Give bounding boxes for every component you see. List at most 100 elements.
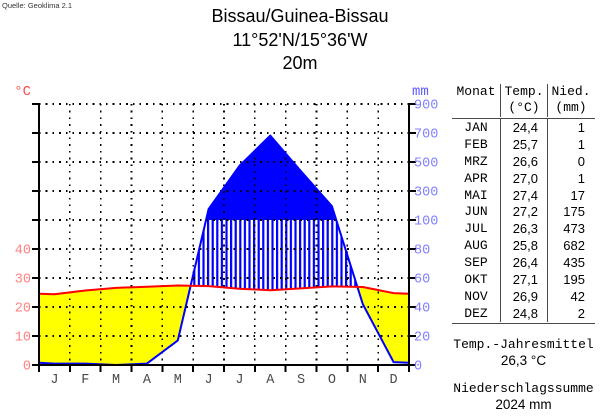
svg-text:D: D bbox=[390, 373, 398, 388]
precip-summary-label: Niederschlagssumme bbox=[453, 380, 594, 396]
prec-cell: 435 bbox=[547, 254, 594, 272]
table-header: Monat Temp. (°C) Nied. (mm) bbox=[452, 84, 595, 117]
header-prec: Nied. (mm) bbox=[547, 84, 594, 117]
station-elevation: 20m bbox=[282, 53, 318, 73]
month-cell: FEB bbox=[464, 136, 488, 152]
right-axis-unit: mm bbox=[412, 84, 429, 100]
prec-cell: 1 bbox=[547, 135, 594, 153]
header-temp-unit: (°C) bbox=[508, 100, 540, 115]
precip-summary: Niederschlagssumme 2024 mm bbox=[452, 381, 595, 412]
svg-text:700: 700 bbox=[414, 128, 438, 143]
svg-text:80: 80 bbox=[414, 244, 430, 259]
temp-cell: 26,3 bbox=[500, 220, 547, 238]
table-header-divider bbox=[452, 118, 595, 119]
svg-text:J: J bbox=[235, 373, 243, 388]
svg-text:0: 0 bbox=[414, 360, 422, 375]
prec-cell: 473 bbox=[547, 220, 594, 238]
svg-text:F: F bbox=[81, 373, 89, 388]
svg-text:S: S bbox=[297, 373, 305, 388]
svg-text:900: 900 bbox=[414, 99, 438, 114]
right-axis-labels: 0 20 40 60 80 100 300 500 700 900 bbox=[414, 99, 438, 375]
table-row: JAN 24,4 1 bbox=[452, 119, 595, 136]
station-coordinates: 11°52'N/15°36'W bbox=[232, 29, 368, 50]
table-row: JUL 26,3 473 bbox=[452, 220, 595, 238]
precip-summary-value: 2024 mm bbox=[495, 396, 552, 412]
prec-cell: 42 bbox=[547, 287, 594, 305]
header-prec-unit: (mm) bbox=[555, 100, 587, 115]
svg-text:20: 20 bbox=[414, 331, 430, 346]
wet-season-solid-area bbox=[191, 135, 357, 220]
station-name: Bissau/Guinea-Bissau bbox=[211, 6, 389, 26]
svg-text:300: 300 bbox=[414, 186, 438, 201]
temp-cell: 25,8 bbox=[500, 237, 547, 255]
climate-table: Monat Temp. (°C) Nied. (mm) JAN 24,4 1 FEB 2… bbox=[452, 84, 595, 412]
left-axis-labels: 0 10 20 30 40 bbox=[15, 244, 31, 375]
table-row: DEZ 24,8 2 bbox=[452, 304, 595, 322]
grid-dotted bbox=[39, 103, 409, 365]
month-cell: DEZ bbox=[464, 305, 488, 321]
temp-summary: Temp.-Jahresmittel 26,3 °C bbox=[452, 337, 595, 368]
temp-curve bbox=[38, 284, 410, 296]
month-cell: MRZ bbox=[464, 153, 488, 169]
svg-text:500: 500 bbox=[414, 157, 438, 172]
svg-text:60: 60 bbox=[414, 273, 430, 288]
title-block: Bissau/Guinea-Bissau 11°52'N/15°36'W 20m bbox=[100, 5, 500, 76]
svg-text:30: 30 bbox=[15, 273, 31, 288]
table-row: AUG 25,8 682 bbox=[452, 237, 595, 255]
svg-text:M: M bbox=[174, 373, 182, 388]
svg-text:O: O bbox=[328, 373, 336, 388]
svg-text:A: A bbox=[143, 373, 152, 388]
header-temp: Temp. (°C) bbox=[500, 84, 547, 117]
climate-table-body: JAN 24,4 1 FEB 25,7 1 MRZ 26,6 0 APR 27,0 1 MAI 27,4 1… bbox=[452, 119, 595, 322]
table-row: NOV 26,9 42 bbox=[452, 287, 595, 305]
prec-cell: 682 bbox=[547, 237, 594, 255]
table-row: MAI 27,4 17 bbox=[452, 186, 595, 204]
svg-text:0: 0 bbox=[23, 360, 31, 375]
temp-cell: 27,2 bbox=[500, 203, 547, 221]
prec-cell: 2 bbox=[547, 304, 594, 322]
month-cell: JUL bbox=[464, 221, 488, 237]
table-row: OKT 27,1 195 bbox=[452, 271, 595, 288]
table-row: FEB 25,7 1 bbox=[452, 135, 595, 153]
svg-text:20: 20 bbox=[15, 302, 31, 317]
month-cell: MAI bbox=[464, 187, 488, 203]
svg-text:100: 100 bbox=[414, 215, 438, 230]
header-temp-label: Temp. bbox=[504, 84, 544, 99]
left-axis-unit: °C bbox=[14, 84, 31, 100]
table-row: JUN 27,2 175 bbox=[452, 203, 595, 221]
temp-summary-value: 26,3 °C bbox=[500, 352, 547, 368]
axes bbox=[32, 103, 416, 372]
temp-cell: 24,8 bbox=[500, 304, 547, 322]
svg-text:A: A bbox=[266, 373, 275, 388]
month-cell: SEP bbox=[464, 255, 488, 271]
source-note: Quelle: Geoklima 2.1 bbox=[2, 1, 73, 10]
svg-text:J: J bbox=[50, 373, 58, 388]
svg-text:N: N bbox=[359, 373, 367, 388]
svg-text:M: M bbox=[112, 373, 120, 388]
prec-cell: 0 bbox=[547, 152, 594, 170]
svg-text:10: 10 bbox=[15, 331, 31, 346]
month-cell: JUN bbox=[464, 204, 488, 220]
table-row: APR 27,0 1 bbox=[452, 169, 595, 187]
month-cell: AUG bbox=[464, 238, 488, 254]
temp-cell: 27,4 bbox=[500, 186, 547, 204]
prec-cell: 1 bbox=[547, 119, 594, 136]
prec-cell: 195 bbox=[547, 271, 594, 288]
prec-cell: 1 bbox=[547, 169, 594, 187]
svg-text:40: 40 bbox=[414, 302, 430, 317]
temp-cell: 24,4 bbox=[500, 119, 547, 136]
temp-summary-label: Temp.-Jahresmittel bbox=[453, 336, 594, 352]
svg-text:40: 40 bbox=[15, 244, 31, 259]
temp-cell: 26,6 bbox=[500, 152, 547, 170]
temp-cell: 26,9 bbox=[500, 287, 547, 305]
table-bottom-divider bbox=[452, 322, 595, 324]
temp-cell: 27,1 bbox=[500, 271, 547, 288]
header-month: Monat bbox=[456, 84, 496, 99]
temp-cell: 25,7 bbox=[500, 135, 547, 153]
table-row: MRZ 26,6 0 bbox=[452, 152, 595, 170]
month-cell: JAN bbox=[464, 119, 488, 135]
header-prec-label: Nied. bbox=[551, 84, 591, 99]
